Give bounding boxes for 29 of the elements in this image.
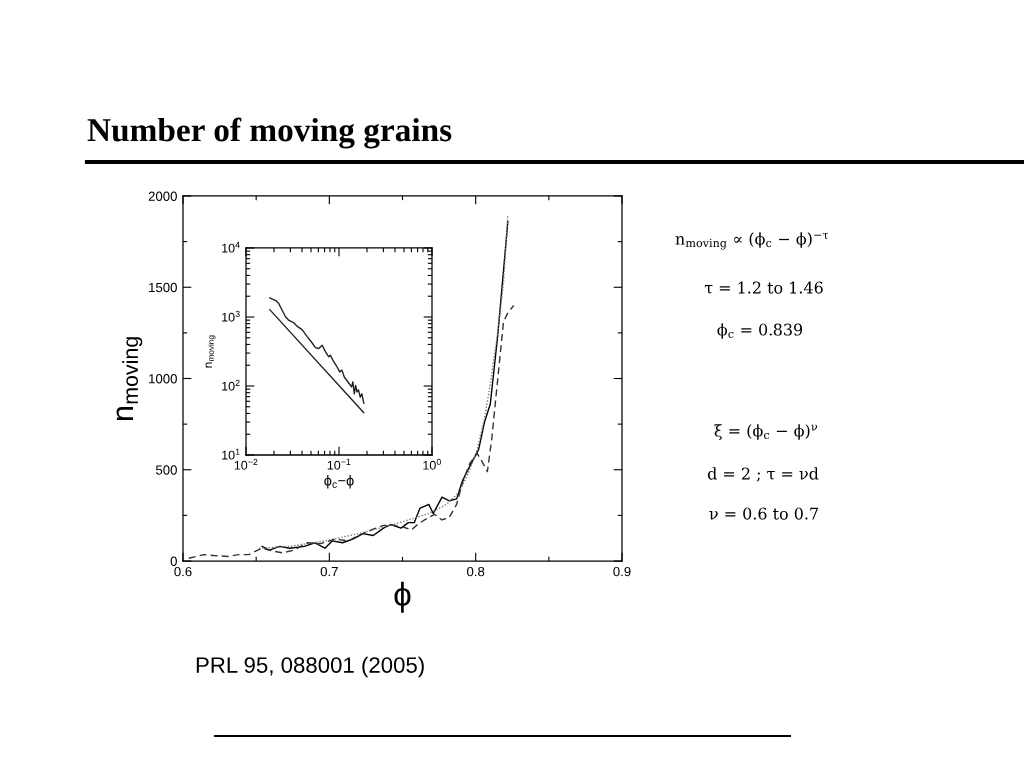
y-tick-label: 10$^{1}$ xyxy=(222,448,240,460)
text: PRL 95, 088001 (2005) xyxy=(196,656,424,678)
x-tick-label: 0.7 xyxy=(320,566,338,577)
text: ξ = (ϕ$_{c}$ − ϕ)$^{ν}$ xyxy=(714,424,818,440)
y-tick-label: 10$^{4}$ xyxy=(222,241,240,253)
text: ν = 0.6 to 0.7 xyxy=(709,507,818,520)
y-tick-label: 2000 xyxy=(148,191,177,201)
y-axis-title: n$_{moving}$ xyxy=(205,335,216,368)
line-series xyxy=(188,304,515,559)
y-axis-title: n$_{moving}$ xyxy=(116,337,143,421)
y-tick-label: 0 xyxy=(170,556,177,566)
text: τ = 1.2 to 1.46 xyxy=(704,281,823,294)
x-axis-title: ϕ$_{c}$−ϕ xyxy=(324,474,354,489)
text: ϕ$_{c}$ = 0.839 xyxy=(717,323,803,339)
y-tick-label: 10$^{3}$ xyxy=(222,310,240,322)
x-tick-label: 0.8 xyxy=(467,566,485,577)
x-tick-label: 0.9 xyxy=(613,566,631,577)
text: d = 2 ; τ = νd xyxy=(707,467,819,482)
chart-title: Number of moving grains xyxy=(87,117,452,149)
x-tick-label: 0.6 xyxy=(174,566,192,577)
text: n$_{moving}$ ∝ (ϕ$_{c}$ − ϕ)$^{−τ}$ xyxy=(675,232,829,250)
y-tick-label: 1500 xyxy=(149,282,177,293)
x-tick-label: 10$^{−2}$ xyxy=(234,458,258,470)
x-tick-label: 10$^{−1}$ xyxy=(327,458,351,470)
y-tick-label: 500 xyxy=(155,465,177,475)
x-tick-label: 10$^{0}$ xyxy=(423,458,441,470)
x-axis-title: ϕ xyxy=(394,581,411,613)
y-tick-label: 10$^{2}$ xyxy=(222,379,240,391)
y-tick-label: 1000 xyxy=(149,374,177,384)
